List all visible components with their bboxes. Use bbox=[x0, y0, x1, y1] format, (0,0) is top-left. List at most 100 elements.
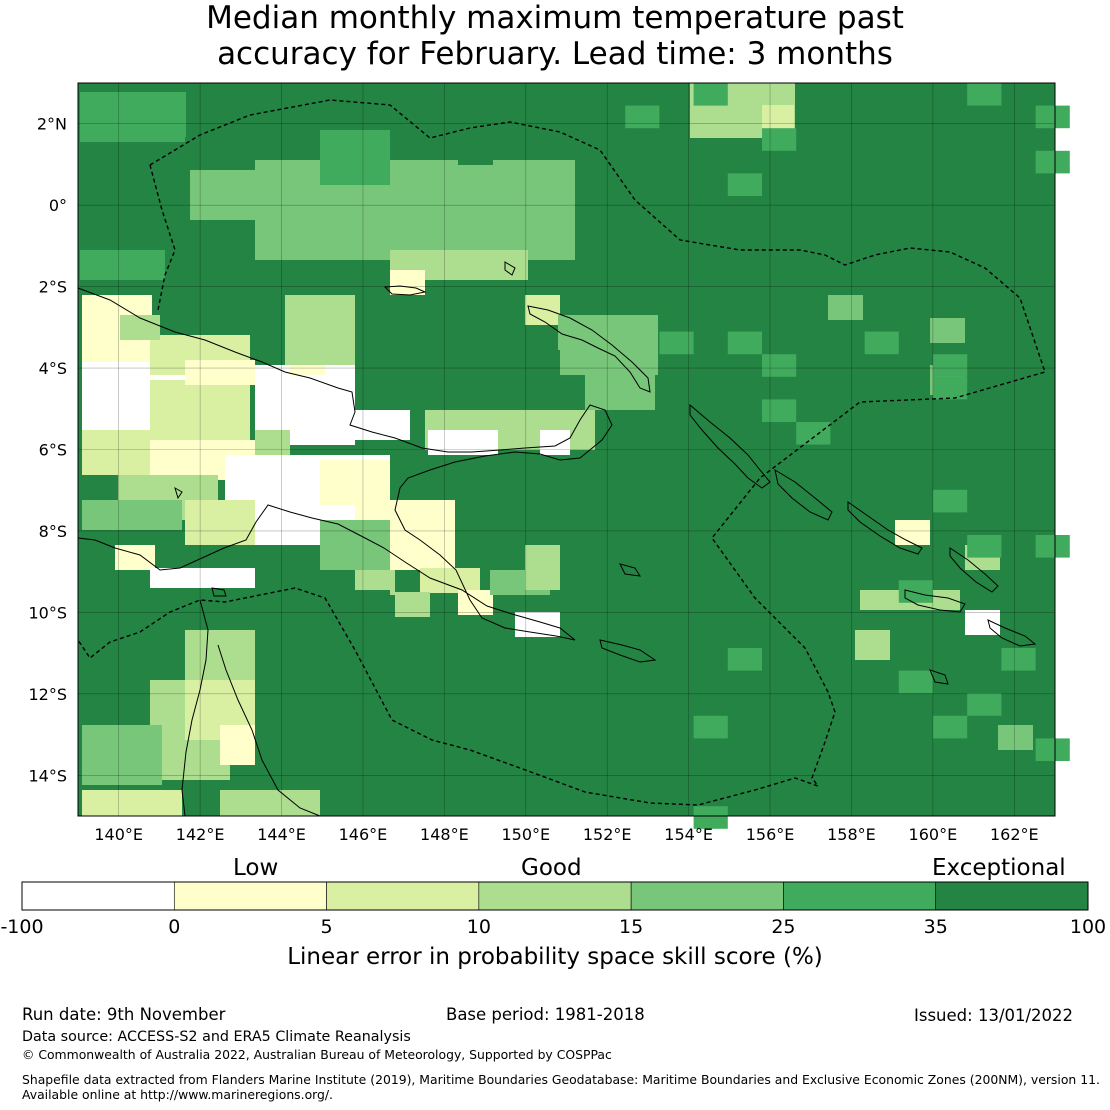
coastline-louisiade bbox=[599, 639, 657, 663]
skill-score-cell bbox=[185, 360, 255, 385]
skill-score-cell bbox=[965, 610, 1000, 635]
coastline-new-ireland bbox=[689, 403, 771, 489]
skill-score-cell bbox=[659, 331, 694, 355]
longitude-tick-label: 144°E bbox=[257, 825, 306, 844]
skill-score-cell bbox=[895, 520, 930, 545]
skill-score-cell bbox=[690, 590, 760, 690]
map-plot-area bbox=[77, 82, 1070, 829]
coastline-new-britain bbox=[527, 305, 651, 393]
skill-score-cell bbox=[864, 331, 899, 355]
latitude-tick-label: 0° bbox=[49, 196, 67, 215]
coastline-solomons-north bbox=[847, 501, 923, 555]
latitude-tick-label: 2°S bbox=[39, 278, 67, 297]
skill-score-cell bbox=[220, 725, 255, 765]
longitude-tick-label: 146°E bbox=[339, 825, 388, 844]
colorbar-segment bbox=[173, 881, 327, 911]
chart-title: Median monthly maximum temperature past … bbox=[0, 0, 1110, 72]
skill-score-cell bbox=[80, 92, 186, 142]
skill-score-cell bbox=[828, 295, 863, 320]
skill-score-cell bbox=[930, 318, 965, 343]
skill-score-cell bbox=[693, 806, 728, 829]
latitude-tick-label: 12°S bbox=[28, 685, 67, 704]
skill-score-cell bbox=[420, 690, 520, 745]
colorbar-segment bbox=[783, 881, 937, 911]
skill-score-cell bbox=[320, 520, 390, 570]
title-line-2: accuracy for February. Lead time: 3 mont… bbox=[217, 36, 893, 72]
longitude-tick-label: 148°E bbox=[420, 825, 469, 844]
coastline-makira bbox=[987, 619, 1037, 647]
colorbar-frame bbox=[21, 881, 1089, 911]
skill-score-cell bbox=[150, 568, 255, 588]
skill-score-cell bbox=[967, 83, 1002, 106]
skill-score-cell bbox=[933, 376, 968, 400]
colorbar-tick-label: 35 bbox=[924, 916, 948, 938]
skill-score-cell bbox=[115, 545, 155, 570]
colorbar-tick-label: 0 bbox=[168, 916, 180, 938]
colorbar-tick-label: 15 bbox=[619, 916, 643, 938]
coastline-manus bbox=[383, 285, 427, 296]
data-source: Data source: ACCESS-S2 and ERA5 Climate … bbox=[22, 1029, 411, 1045]
skill-score-cell bbox=[82, 725, 162, 785]
colorbar-segments bbox=[21, 881, 1089, 911]
skill-score-cell bbox=[762, 399, 797, 422]
skill-score-cell bbox=[420, 568, 480, 593]
eez-png-boundary bbox=[77, 99, 1046, 806]
skill-score-cell bbox=[458, 250, 528, 280]
skill-score-cell bbox=[255, 208, 325, 253]
colorbar-segment bbox=[630, 881, 784, 911]
skill-score-cell bbox=[898, 580, 933, 603]
skill-score-cell bbox=[255, 430, 290, 455]
skill-score-cell bbox=[458, 590, 493, 615]
colorbar-category-exceptional: Exceptional bbox=[932, 855, 1066, 881]
latitude-tick-labels: 2°N 0° 2°S 4°S 6°S 8°S 10°S 12°S 14°S bbox=[28, 115, 67, 786]
longitude-tick-label: 154°E bbox=[664, 825, 713, 844]
skill-score-cells bbox=[80, 83, 1070, 829]
colorbar: -100 0 5 10 15 25 35 100 bbox=[0, 881, 1106, 938]
map-frame bbox=[77, 82, 1056, 817]
skill-score-cell bbox=[855, 630, 890, 660]
skill-score-cell bbox=[220, 790, 320, 816]
colorbar-tick-label: -100 bbox=[0, 916, 43, 938]
skill-score-cell bbox=[1001, 648, 1036, 671]
colorbar-category-low: Low bbox=[233, 855, 279, 881]
skill-score-cell bbox=[998, 725, 1033, 750]
skill-score-cell bbox=[185, 500, 255, 545]
skill-score-cell bbox=[1035, 105, 1070, 129]
latitude-tick-label: 10°S bbox=[28, 603, 67, 622]
skill-score-cell bbox=[585, 365, 655, 410]
colorbar-tick-label: 100 bbox=[1070, 916, 1106, 938]
longitude-tick-label: 158°E bbox=[827, 825, 876, 844]
latitude-tick-label: 2°N bbox=[37, 115, 67, 134]
copyright-notice: © Commonwealth of Australia 2022, Austra… bbox=[22, 1047, 612, 1062]
colorbar-tick-label: 25 bbox=[771, 916, 795, 938]
skill-score-cell bbox=[460, 350, 560, 400]
colorbar-category-good: Good bbox=[521, 855, 582, 881]
coastline-cape-york-east bbox=[217, 644, 321, 817]
issued-date: Issued: 13/01/2022 bbox=[914, 1006, 1074, 1025]
colorbar-segment bbox=[935, 881, 1089, 911]
skill-score-cell bbox=[898, 670, 933, 694]
eez-png-australia-line bbox=[149, 164, 176, 311]
colorbar-segment bbox=[326, 881, 480, 911]
skill-score-cell bbox=[540, 430, 570, 455]
shapefile-credit-line-1: Shapefile data extracted from Flanders M… bbox=[22, 1072, 1100, 1087]
longitude-tick-label: 156°E bbox=[746, 825, 795, 844]
skill-score-cell bbox=[967, 535, 1002, 558]
skill-score-cell bbox=[933, 489, 968, 513]
colorbar-segment bbox=[21, 881, 175, 911]
coastline-cape-york bbox=[181, 599, 209, 817]
coastline-small-islands bbox=[174, 261, 949, 685]
skill-score-cell bbox=[458, 140, 493, 165]
shapefile-credit-line-2: Available online at http://www.marinereg… bbox=[22, 1087, 333, 1102]
skill-score-cell bbox=[80, 250, 165, 280]
skill-score-cell bbox=[727, 648, 762, 671]
skill-score-cell bbox=[967, 693, 1002, 716]
latitude-tick-label: 14°S bbox=[28, 766, 67, 785]
coastlines bbox=[77, 261, 1037, 817]
map-gridlines bbox=[78, 83, 1055, 816]
skill-score-cell bbox=[320, 590, 390, 650]
skill-score-cell bbox=[395, 592, 430, 617]
skill-score-cell bbox=[762, 354, 797, 377]
colorbar-tick-label: 10 bbox=[467, 916, 491, 938]
skill-score-cell bbox=[285, 295, 355, 365]
